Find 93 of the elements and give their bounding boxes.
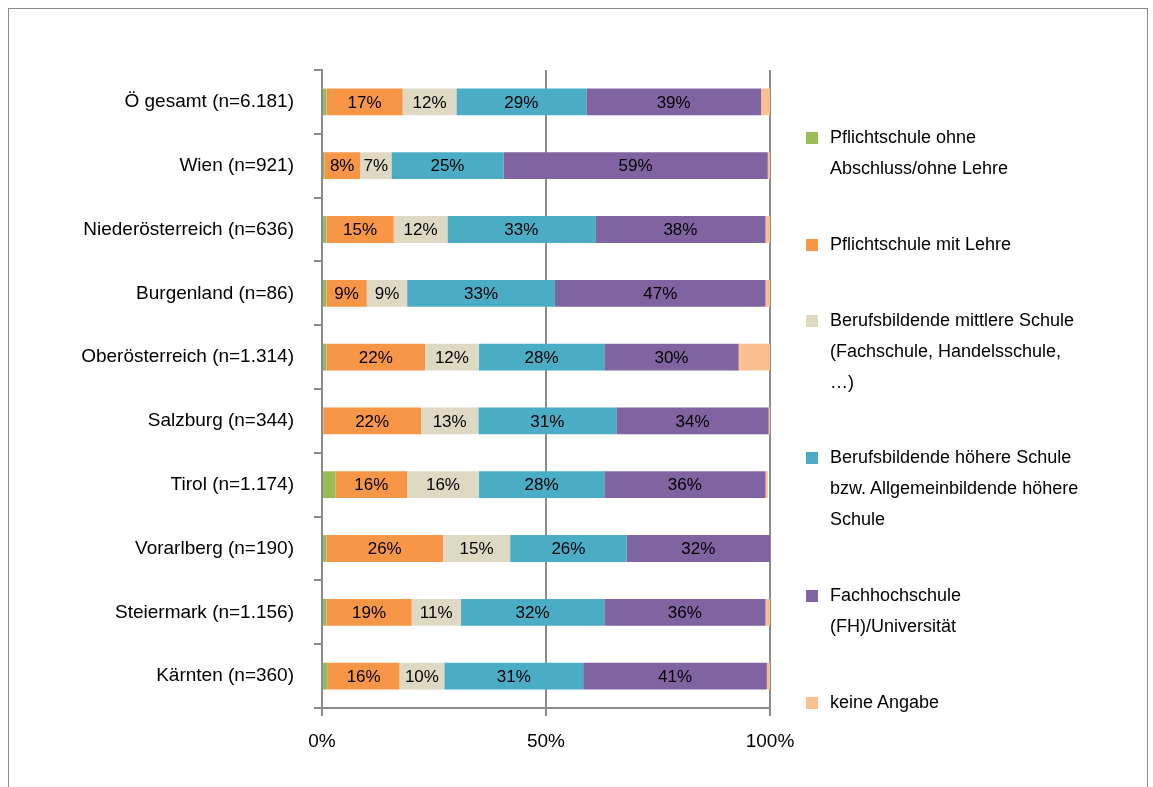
data-label: 32% [515, 602, 550, 622]
data-label: 19% [352, 602, 387, 622]
data-label: 33% [504, 220, 539, 240]
data-label: 59% [618, 156, 653, 176]
bar [510, 535, 627, 562]
data-label: 22% [355, 411, 390, 431]
data-label: 47% [643, 283, 678, 303]
data-label: 22% [358, 347, 393, 367]
data-label: 10% [404, 666, 439, 686]
legend-label: Pflichtschule mit Lehre [830, 233, 1013, 256]
data-label: 41% [658, 666, 693, 686]
legend-label: keine Angabe [830, 690, 941, 714]
data-label: 15% [459, 539, 494, 559]
bar [738, 343, 770, 371]
bar [761, 88, 770, 116]
bar [765, 216, 770, 243]
data-label: 34% [675, 411, 710, 431]
data-label: 9% [334, 283, 359, 303]
data-label: 7% [363, 156, 389, 176]
data-label: 38% [663, 220, 698, 240]
bar [604, 471, 766, 499]
data-label: 26% [551, 539, 586, 559]
bar [456, 88, 587, 116]
bar [323, 662, 328, 690]
data-label: 36% [667, 475, 702, 495]
data-label: 12% [434, 347, 469, 367]
data-label: 8% [329, 156, 355, 176]
y-tick-label: Vorarlberg (n=190) [135, 536, 294, 558]
y-tick-label: Burgenland (n=86) [136, 281, 294, 303]
legend-label: Berufsbildende mittlere Schule (Fachschule, Handelsschule, …) [830, 308, 1076, 394]
data-label: 16% [425, 475, 460, 495]
data-label: 28% [524, 347, 559, 367]
y-tick-label: Wien (n=921) [179, 153, 294, 175]
bar [326, 598, 412, 626]
data-label: 32% [681, 539, 716, 559]
data-label: 16% [354, 475, 389, 495]
legend-label: Berufsbildende höhere Schule bzw. Allgemeinbildende höhere Schule [830, 446, 1080, 532]
bar [323, 407, 422, 435]
bar [447, 216, 596, 243]
bar [407, 471, 479, 499]
data-label: 12% [403, 220, 438, 240]
bar [323, 471, 336, 499]
y-tick-label: Salzburg (n=344) [147, 409, 294, 431]
data-label: 12% [412, 92, 447, 112]
data-label: 17% [347, 92, 382, 112]
bar [554, 279, 766, 307]
bar [583, 662, 767, 690]
data-label: 16% [346, 666, 381, 686]
data-label: 9% [374, 283, 400, 303]
bar [326, 535, 443, 562]
bar [478, 407, 617, 435]
bar [326, 216, 394, 243]
y-tick-label: Ö gesamt (n=6.181) [124, 90, 294, 112]
legend-label: Pflichtschule ohne Abschluss/ohne Lehre [830, 126, 1010, 181]
bar [766, 662, 770, 690]
data-label: 11% [419, 602, 453, 622]
bar [407, 279, 555, 307]
y-tick-label: Oberösterreich (n=1.314) [81, 345, 294, 367]
bar [503, 152, 768, 180]
data-label: 31% [496, 666, 531, 686]
bar [444, 662, 584, 690]
bar [765, 471, 768, 499]
data-label: 30% [654, 347, 689, 367]
x-tick-label: 50% [526, 729, 566, 751]
x-tick-label: 100% [745, 729, 795, 751]
bar [604, 343, 739, 371]
x-tick-label: 0% [308, 729, 336, 751]
data-label: 15% [343, 220, 378, 240]
bar [586, 88, 762, 116]
bar [767, 152, 770, 180]
data-label: 26% [367, 539, 402, 559]
data-label: 36% [667, 602, 702, 622]
y-tick-label: Niederösterreich (n=636) [83, 217, 294, 239]
y-tick-label: Tirol (n=1.174) [170, 472, 294, 494]
bar [616, 407, 769, 435]
bar [626, 535, 770, 562]
legend-label: Fachhochschule (FH)/Universität [830, 583, 963, 638]
data-label: 25% [430, 156, 465, 176]
data-label: 33% [464, 283, 499, 303]
data-label: 13% [432, 411, 467, 431]
data-label: 28% [524, 475, 559, 495]
bar [478, 471, 605, 499]
bar [765, 598, 770, 626]
bar [595, 216, 766, 243]
y-tick-label: Steiermark (n=1.156) [115, 600, 294, 622]
bar [391, 152, 504, 180]
bar [460, 598, 605, 626]
bar [765, 279, 770, 307]
data-label: 39% [656, 92, 691, 112]
data-label: 31% [530, 411, 565, 431]
data-label: 29% [504, 92, 539, 112]
y-tick-label: Kärnten (n=360) [156, 664, 294, 686]
bar [604, 598, 766, 626]
